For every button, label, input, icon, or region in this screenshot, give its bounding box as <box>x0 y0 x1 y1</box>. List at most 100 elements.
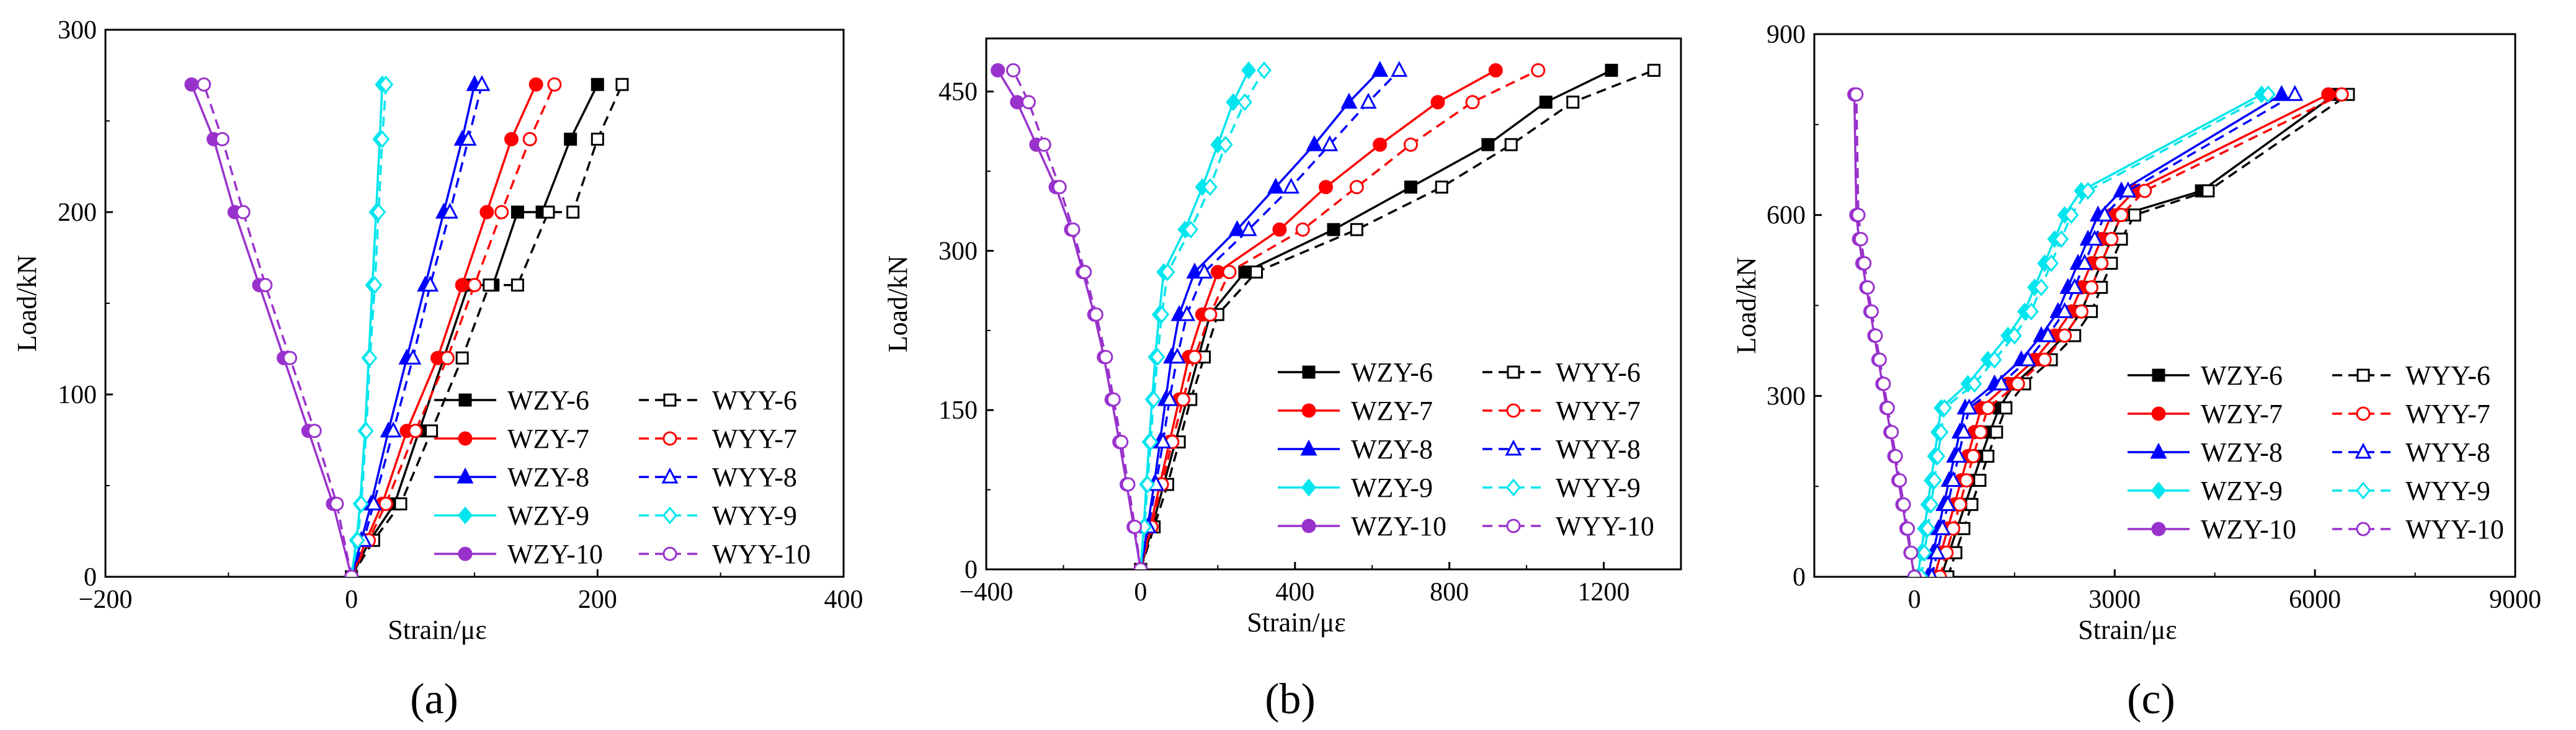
legend-entry-wyy-9: WYY-9 <box>639 501 797 531</box>
legend: WZY-6 WZY-7 WZY-8 WZY-9 WZY-10 WYY-6 WYY-7 WYY-… <box>2128 360 2504 545</box>
y-tick-label: 200 <box>58 198 97 227</box>
data-point-wyy-7-12 <box>2084 280 2099 295</box>
data-point-wyy-9-16 <box>2080 182 2096 200</box>
data-point-wyy-9-3 <box>1143 433 1159 451</box>
legend-label: WYY-7 <box>1556 396 1641 426</box>
panel-label: (b) <box>1265 675 1316 723</box>
data-point-wyy-6-7 <box>1250 265 1263 279</box>
legend-label: WZY-9 <box>507 501 589 531</box>
data-point-wyy-8-12 <box>2066 278 2084 294</box>
data-point-wyy-9-13 <box>2044 254 2059 272</box>
data-point-wyy-9-8 <box>1967 375 1982 393</box>
data-point-wyy-8-8 <box>1992 374 2010 391</box>
data-point-wyy-8-8 <box>1240 220 1257 236</box>
data-point-wyy-10-3 <box>1896 497 1911 512</box>
data-point-wyy-9-8 <box>378 75 394 94</box>
legend-entry-wyy-6: WYY-6 <box>1482 357 1641 388</box>
data-point-wyy-9-legend <box>662 506 677 525</box>
data-point-wyy-6-2 <box>394 497 408 510</box>
data-point-wyy-10-3 <box>1114 435 1129 450</box>
data-point-wyy-10-8 <box>1876 376 1891 391</box>
data-point-wzy-7-5 <box>455 278 470 293</box>
data-point-wzy-6-10 <box>1481 138 1495 151</box>
legend-entry-wyy-8: WYY-8 <box>1482 434 1641 465</box>
x-tick-label: 0 <box>1134 578 1147 607</box>
data-point-wyy-9-7 <box>1936 399 1952 417</box>
x-tick-label: 800 <box>1430 578 1469 607</box>
data-point-wyy-7-16 <box>2137 184 2152 198</box>
legend-entry-wyy-7: WYY-7 <box>2332 399 2490 429</box>
data-point-wyy-7-13 <box>2094 256 2109 270</box>
data-point-wzy-8-12 <box>1371 61 1389 77</box>
data-point-wzy-8-8 <box>1228 220 1246 236</box>
series-line-wyy-10 <box>203 84 353 577</box>
legend: WZY-6 WZY-7 WZY-8 WZY-9 WZY-10 WYY-6 WYY-7 WYY-… <box>1278 357 1654 541</box>
data-point-wyy-6-5 <box>483 278 496 292</box>
legend-label: WZY-10 <box>2201 514 2296 545</box>
data-point-wzy-6-9 <box>1404 180 1417 194</box>
y-tick-label: 0 <box>84 563 97 592</box>
legend-entry-wzy-9: WZY-9 <box>1278 473 1433 503</box>
data-point-wyy-7-6 <box>1973 425 1988 440</box>
data-point-wzy-6-legend <box>1302 365 1316 379</box>
data-point-wzy-6-7 <box>510 205 524 219</box>
data-point-wyy-10-10 <box>1036 137 1051 152</box>
data-point-wyy-6-12 <box>1647 63 1660 77</box>
data-point-wzy-10-legend <box>458 546 473 561</box>
data-point-wyy-8-0 <box>1927 567 1937 577</box>
data-point-wyy-10-8 <box>1066 222 1081 237</box>
data-point-wyy-10-0 <box>1133 562 1148 569</box>
data-point-wyy-8-4 <box>1945 471 1962 487</box>
series-line-wyy-7 <box>350 84 556 577</box>
x-tick-label: 400 <box>824 585 863 614</box>
legend-entry-wyy-8: WYY-8 <box>2332 437 2490 468</box>
series-wyy-10 <box>1849 87 1922 577</box>
legend-label: WZY-7 <box>2201 399 2283 429</box>
legend-entry-wyy-10: WYY-10 <box>2332 514 2504 545</box>
data-point-wyy-9-2 <box>1140 475 1156 494</box>
y-axis-title: Load/kN <box>12 255 42 352</box>
legend-label: WYY-6 <box>712 385 797 416</box>
legend-entry-wyy-8: WYY-8 <box>639 462 797 492</box>
series-line-wzy-10 <box>997 69 1142 569</box>
legend-label: WYY-8 <box>712 462 797 492</box>
panel-a-chart: −200 0 200 4000100200300Strain/μεLoad/kNWZY… <box>12 16 863 723</box>
data-point-wzy-7-12 <box>1488 63 1503 78</box>
data-point-wzy-6-11 <box>1539 96 1553 109</box>
data-point-wzy-8-9 <box>1267 177 1285 194</box>
data-point-wyy-7-11 <box>1465 95 1480 110</box>
data-point-wyy-8-4 <box>404 348 422 365</box>
series-wyy-8 <box>1927 84 2304 577</box>
legend-entry-wzy-8: WZY-8 <box>2128 437 2283 468</box>
data-point-wyy-8-11 <box>2056 301 2074 318</box>
legend-label: WYY-10 <box>712 539 811 569</box>
data-point-wyy-7-10 <box>2057 328 2072 343</box>
data-point-wyy-10-4 <box>258 278 273 293</box>
data-point-wyy-9-4 <box>362 349 378 367</box>
legend-entry-wzy-9: WZY-9 <box>434 501 589 531</box>
data-point-wzy-10-12 <box>991 63 1005 78</box>
data-point-wyy-10-1 <box>329 496 344 511</box>
data-point-wyy-8-14 <box>2086 229 2103 246</box>
data-point-wyy-9-2 <box>354 495 369 513</box>
data-point-wyy-7-17 <box>2334 87 2349 102</box>
data-point-wyy-7-6 <box>1203 307 1218 322</box>
data-point-wyy-7-11 <box>2074 304 2088 319</box>
data-point-wyy-6-3 <box>425 424 439 438</box>
data-point-wzy-8-17 <box>2273 84 2290 101</box>
data-point-wyy-10-7 <box>197 77 212 92</box>
legend-entry-wzy-6: WZY-6 <box>1278 357 1433 388</box>
series-wzy-7 <box>1927 87 2336 577</box>
data-point-wzy-8-legend <box>2150 442 2167 459</box>
legend-label: WYY-9 <box>1556 473 1641 503</box>
data-point-wyy-9-6 <box>1154 305 1170 324</box>
legend-label: WYY-6 <box>1556 357 1641 388</box>
data-point-wzy-6-legend <box>458 393 472 407</box>
data-point-wyy-6-5 <box>1981 450 1995 463</box>
data-point-wzy-9-legend <box>1301 478 1316 497</box>
data-point-wyy-9-8 <box>1183 220 1198 239</box>
x-tick-label: −200 <box>79 585 133 614</box>
series-wyy-9 <box>344 75 394 577</box>
data-point-wzy-9-legend <box>2151 481 2166 500</box>
y-axis-title: Load/kN <box>883 256 913 352</box>
